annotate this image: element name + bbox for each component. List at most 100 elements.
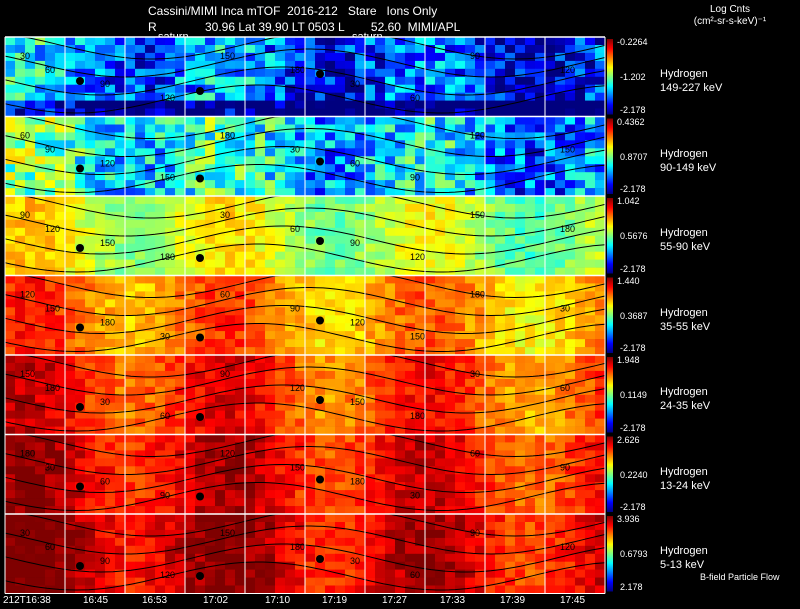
contour-label: 150: [350, 397, 365, 407]
contour-label: 60: [470, 449, 480, 459]
contour-label: 90: [470, 528, 480, 538]
colorbar-2: [607, 118, 613, 194]
contour-label: 60: [560, 383, 570, 393]
colorbar-max: 1.440: [617, 275, 640, 286]
colorbar-1: [607, 39, 613, 115]
species-label: Hydrogen: [660, 306, 708, 319]
orbit-info: 30.96 Lat 39.90 LT 0503 L 52.60 MIMI/APL: [205, 20, 461, 34]
contour-label: 90: [160, 491, 170, 501]
contour-label: 150: [20, 369, 35, 379]
x-tick-label: 17:27: [382, 595, 408, 606]
contour-label: 30: [410, 491, 420, 501]
contour-label: 150: [45, 304, 60, 314]
colorbar-3: [607, 198, 613, 274]
contour-label: 180: [290, 65, 305, 75]
contour-label: 30: [560, 304, 570, 314]
contour-label: 180: [100, 318, 115, 328]
units-label: Log Cnts (cm²-sr-s-keV)⁻¹: [665, 4, 795, 28]
contour-label: 60: [45, 542, 55, 552]
contour-label: 30: [20, 528, 30, 538]
field-marker: [196, 87, 204, 95]
units-line1: Log Cnts: [709, 4, 751, 15]
energy-label: 35-55 keV: [660, 320, 711, 333]
x-tick-label: 17:19: [322, 595, 348, 606]
colorbar-5: [607, 357, 613, 433]
field-marker: [196, 572, 204, 580]
contour-label: 60: [410, 570, 420, 580]
contour-label: 180: [470, 290, 485, 300]
contour-label: 90: [470, 51, 480, 61]
b-field-flow-label: B-field Particle Flow: [700, 572, 780, 582]
field-marker: [76, 244, 84, 252]
x-tick-label: 17:33: [440, 595, 466, 606]
panel-4: 120 150 180 30 60 90 120 150 180 30: [4, 274, 606, 356]
contour-label: 120: [350, 318, 365, 328]
contour-label: 90: [100, 79, 110, 89]
r-label: R: [148, 20, 157, 34]
field-marker: [76, 164, 84, 173]
contour-label: 120: [160, 570, 175, 580]
contour-label: 150: [160, 173, 175, 183]
contour-label: 90: [220, 369, 230, 379]
species-label: Hydrogen: [660, 465, 708, 478]
energy-label: 55-90 keV: [660, 241, 711, 253]
contour-label: 60: [160, 411, 170, 421]
x-tick-label: 17:02: [203, 595, 229, 606]
contour-label: 180: [160, 252, 175, 262]
contour-label: 30: [20, 51, 30, 61]
field-marker: [76, 77, 84, 85]
field-marker: [196, 413, 204, 421]
panel-7: 30 60 90 120 150 180 30 60 90 120: [4, 513, 606, 594]
contour-label: 180: [45, 383, 60, 393]
contour-label: 120: [20, 290, 35, 300]
contour-label: 120: [220, 449, 235, 459]
field-marker: [316, 70, 324, 78]
field-marker: [316, 237, 324, 245]
field-marker: [76, 562, 84, 570]
contour-label: 120: [410, 252, 425, 262]
contour-label: 30: [45, 463, 55, 473]
contour-label: 120: [100, 159, 115, 169]
x-tick-label: 17:39: [500, 595, 526, 606]
x-tick-label: 17:10: [265, 595, 291, 606]
contour-label: 30: [160, 332, 170, 342]
field-marker: [76, 323, 84, 332]
contour-label: 150: [410, 332, 425, 342]
contour-label: 30: [100, 397, 110, 407]
colorbar-mid: -1.202: [620, 72, 646, 82]
field-marker: [316, 396, 324, 404]
contour-label: 60: [20, 131, 30, 141]
contour-label: 120: [470, 131, 485, 141]
energy-label: 5-13 keV: [660, 559, 705, 571]
x-tick-label: 16:53: [142, 595, 168, 606]
colorbar-max: 1.042: [617, 196, 640, 206]
panel-3: 90 120 150 180 30 60 90 120 150 180: [4, 195, 606, 276]
colorbar-max: 1.948: [617, 355, 640, 365]
contour-label: 180: [220, 131, 235, 141]
colorbar-min: -2.178: [620, 184, 646, 194]
colorbar-min: -2.178: [620, 422, 646, 433]
contour-label: 120: [560, 542, 575, 552]
contour-label: 120: [560, 65, 575, 75]
contour-label: 90: [290, 304, 300, 314]
contour-label: 150: [220, 51, 235, 61]
colorbar-mid: 0.8707: [620, 151, 648, 162]
contour-label: 180: [290, 542, 305, 552]
contour-label: 30: [290, 145, 300, 155]
plot-title: Cassini/MIMI Inca mTOF 2016-212 Stare Io…: [148, 4, 438, 18]
field-marker: [196, 492, 204, 501]
field-marker: [316, 555, 324, 563]
colorbar-mid: 0.3687: [620, 310, 648, 321]
field-marker: [316, 157, 324, 166]
contour-label: 30: [350, 79, 360, 89]
contour-label: 60: [290, 224, 300, 234]
field-marker: [76, 403, 84, 411]
contour-label: 90: [20, 210, 30, 220]
x-tick-label: 212T16:38: [3, 595, 51, 606]
contour-label: 150: [560, 145, 575, 155]
panel-6: 180 30 60 90 120 150 180 30 60 90: [4, 433, 606, 515]
species-label: Hydrogen: [660, 545, 708, 557]
colorbar-6: [607, 436, 613, 512]
species-label: Hydrogen: [660, 386, 708, 398]
